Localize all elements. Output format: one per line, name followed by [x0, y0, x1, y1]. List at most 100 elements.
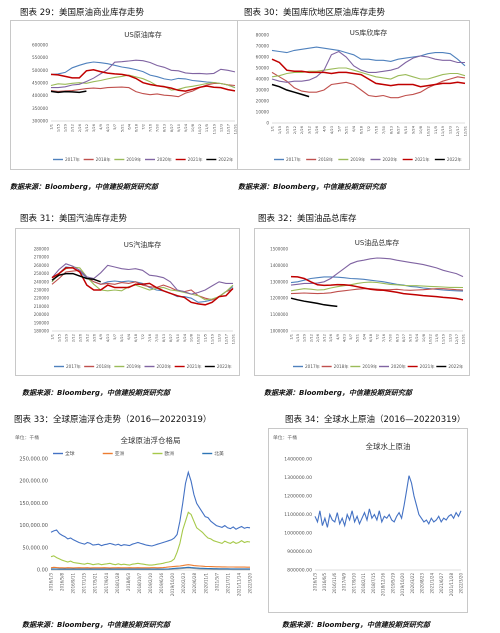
x-tick-group: 12/17 [456, 126, 460, 136]
y-tick-label: 180000 [34, 329, 50, 334]
x-tick-label: 2017/9/24 [104, 573, 109, 594]
x-tick-label: 12/17 [225, 334, 229, 344]
x-tick-label: 2/26 [300, 125, 304, 134]
x-tick-group: 2/12 [71, 334, 75, 342]
y-tick-label: 400000 [32, 93, 48, 98]
x-tick-label: 8/13 [389, 126, 393, 134]
x-tick-group: 1/1 [50, 124, 54, 130]
x-tick-group: 7/30 [155, 333, 159, 342]
x-tick-label: 3/12 [323, 334, 327, 342]
x-tick-label: 2/12 [71, 124, 75, 132]
x-tick-label: 6/18 [360, 125, 364, 134]
x-tick-group: 2016/1/3 [313, 573, 318, 591]
x-tick-label: 2021/3/7 [214, 573, 219, 591]
x-tick-label: 9/10 [409, 333, 413, 342]
series-line-5 [50, 90, 87, 94]
x-tick-group: 2/12 [309, 334, 313, 342]
y-tick-label: 250,000.00 [19, 457, 48, 463]
x-tick-label: 2019/10/20 [170, 573, 175, 597]
y-tick-label: 1000000 [270, 329, 288, 334]
x-tick-group: 10/8 [419, 125, 423, 134]
x-tick-group: 9/10 [404, 125, 408, 134]
legend-label: 2022年 [217, 363, 232, 370]
x-tick-group: 6/4 [352, 125, 356, 131]
x-tick-label: 7/2 [367, 126, 371, 132]
x-tick-group: 1/15 [57, 124, 61, 132]
x-tick-group: 7/16 [149, 123, 153, 132]
x-tick-group: 1/15 [57, 334, 61, 342]
x-tick-label: 5/21 [120, 124, 124, 132]
x-tick-label: 12/17 [226, 124, 230, 134]
series-line-1 [290, 288, 464, 295]
x-tick-label: 2016/5/8 [60, 573, 65, 591]
source-note-34: 数据来源：Bloomberg，中信建投期货研究部 [282, 621, 430, 629]
x-tick-label: 6/4 [352, 125, 356, 131]
x-tick-group: 8/27 [397, 126, 401, 134]
x-tick-group: 12/31 [462, 334, 466, 344]
x-tick-label: 7/16 [374, 125, 378, 134]
x-tick-group: 12/31 [234, 124, 238, 134]
x-tick-group: 8/13 [163, 124, 167, 132]
x-tick-label: 10/8 [191, 123, 195, 132]
x-tick-label: 5/7 [113, 124, 117, 130]
unit-label: 单位：千桶 [273, 434, 297, 441]
x-tick-label: 11/19 [442, 333, 446, 344]
x-tick-label: 4/23 [106, 124, 110, 132]
x-tick-label: 2/12 [293, 126, 297, 134]
chart-33-svg: 全球原油浮仓格局 单位：千桶 0.00 50,000.00 100,000.00 150,… [15, 434, 253, 597]
x-tick-group: 2022/3/20 [459, 573, 464, 594]
x-tick-label: 2018/1/28 [115, 573, 120, 594]
x-tick-group: 8/13 [395, 334, 399, 342]
y-tick-label: 260000 [34, 263, 50, 268]
legend-label: 2018年 [334, 363, 349, 370]
x-tick-label: 9/24 [183, 333, 187, 342]
series-line-0 [271, 46, 466, 67]
x-tick-label: 10/22 [428, 334, 432, 344]
x-tick-label: 1/1 [51, 334, 55, 340]
x-tick-group: 2/12 [71, 124, 75, 132]
series-line-2 [271, 67, 466, 80]
y-tick-label: 550000 [32, 55, 48, 60]
x-tick-label: 5/7 [113, 334, 117, 340]
x-tick-group: 2019/10/20 [170, 573, 175, 597]
x-tick-label: 4/9 [99, 123, 103, 129]
x-tick-label: 10/8 [190, 333, 194, 342]
series-line-0 [50, 470, 251, 547]
chart-title: 全球水上原油 [366, 441, 411, 451]
x-tick-group: 2018/2/11 [361, 573, 366, 594]
x-tick-group: 2016/1/3 [49, 573, 54, 591]
legend-label: 全球 [65, 450, 75, 457]
unit-label: 单位：千桶 [15, 434, 39, 441]
x-tick-group: 8/27 [169, 334, 173, 342]
y-tick-label: 1200000 [270, 296, 288, 301]
legend-label: 2021年 [415, 156, 430, 163]
x-tick-label: 7/2 [141, 334, 145, 340]
x-tick-group: 2018/6/3 [126, 573, 131, 591]
x-tick-group: 6/4 [362, 333, 366, 339]
caption-chart-30: 图表 30：美国库欣地区原油库存走势 [244, 8, 386, 18]
x-tick-group: 2020/6/28 [192, 573, 197, 594]
y-tick-label: 200000 [34, 312, 50, 317]
x-tick-group: 7/2 [141, 334, 145, 340]
x-tick-group: 2016/11/6 [332, 573, 337, 594]
series-line-5 [51, 272, 101, 283]
x-tick-group: 3/12 [85, 334, 89, 342]
series-line-3 [51, 59, 236, 89]
caption-chart-31: 图表 31：美国汽油库存走势 [20, 214, 128, 224]
x-tick-label: 2016/1/3 [49, 573, 54, 591]
legend-label: 2017年 [286, 156, 301, 163]
x-tick-label: 2017/4/9 [342, 573, 347, 591]
x-tick-label: 12/17 [456, 126, 460, 136]
source-note-31: 数据来源：Bloomberg，中信建投期货研究部 [22, 389, 170, 397]
x-tick-label: 4/23 [342, 334, 346, 342]
x-tick-label: 6/4 [127, 333, 131, 339]
legend-label: 2020年 [157, 156, 172, 163]
x-tick-group: 4/9 [99, 333, 103, 339]
legend-label: 2021年 [420, 363, 435, 370]
x-tick-label: 3/26 [315, 125, 319, 134]
x-tick-group: 11/5 [205, 124, 209, 132]
x-tick-label: 2017/9/10 [351, 573, 356, 594]
series-line-4 [50, 566, 250, 570]
y-tick-label: 30000 [256, 88, 270, 93]
x-tick-label: 7/2 [376, 334, 380, 340]
